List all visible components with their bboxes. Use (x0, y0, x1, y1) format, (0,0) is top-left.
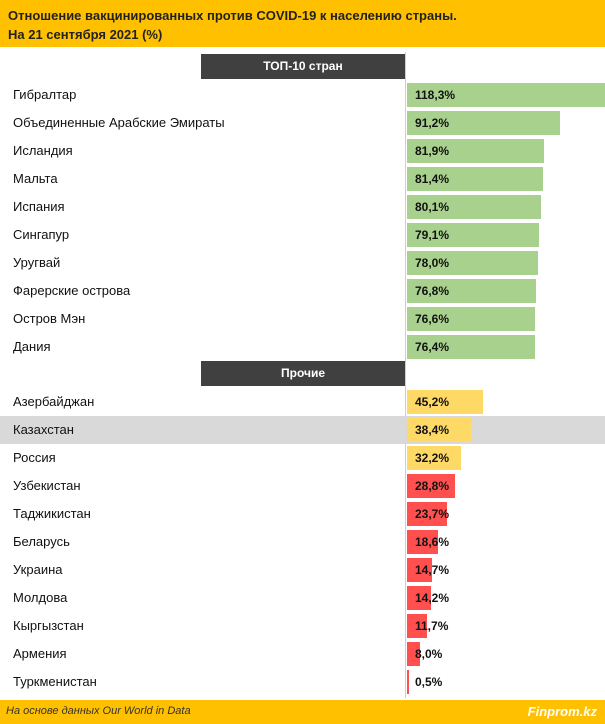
country-label: Туркменистан (13, 674, 97, 689)
value-label: 23,7% (415, 507, 450, 521)
value-label: 45,2% (415, 395, 450, 409)
bar (407, 167, 543, 191)
country-label: Уругвай (13, 255, 61, 270)
bar (407, 307, 535, 331)
bar (407, 195, 541, 219)
value-label: 76,4% (415, 340, 450, 354)
chart-row: Исландия 81,9% (0, 137, 605, 165)
value-label: 118,3% (415, 88, 456, 102)
value-label: 80,1% (415, 200, 450, 214)
bar (407, 558, 432, 582)
value-label: 28,8% (415, 479, 450, 493)
country-label: Таджикистан (13, 506, 91, 521)
chart-row: Молдова 14,2% (0, 584, 605, 612)
bar (407, 111, 560, 135)
bar (407, 642, 420, 666)
country-label: Узбекистан (13, 478, 81, 493)
chart-row: Украина 14,7% (0, 556, 605, 584)
chart-row: Таджикистан 23,7% (0, 500, 605, 528)
bar (407, 446, 461, 470)
bar (407, 335, 535, 359)
value-label: 76,8% (415, 284, 450, 298)
value-label: 14,2% (415, 591, 450, 605)
country-label: Россия (13, 450, 56, 465)
chart-row: Армения 8,0% (0, 640, 605, 668)
country-label: Исландия (13, 143, 73, 158)
chart-row: Гибралтар 118,3% (0, 81, 605, 109)
bar (407, 418, 471, 442)
chart-header: Отношение вакцинированных против COVID-1… (0, 0, 605, 47)
bar (407, 390, 483, 414)
country-label: Фарерские острова (13, 283, 131, 298)
chart-row: Азербайджан 45,2% (0, 388, 605, 416)
bar (407, 474, 455, 498)
chart-row: Мальта 81,4% (0, 165, 605, 193)
country-label: Остров Мэн (13, 311, 86, 326)
bar (407, 502, 447, 526)
chart-row: Объединенные Арабские Эмираты 91,2% (0, 109, 605, 137)
value-label: 81,9% (415, 144, 450, 158)
value-label: 79,1% (415, 228, 450, 242)
chart-footer: На основе данных Our World in Data Finpr… (0, 700, 605, 724)
country-label: Дания (13, 339, 51, 354)
country-label: Молдова (13, 590, 68, 605)
value-label: 91,2% (415, 116, 450, 130)
country-label: Армения (13, 646, 67, 661)
country-label: Гибралтар (13, 87, 77, 102)
bar (407, 251, 538, 275)
section-header: Прочие (201, 361, 405, 386)
country-label: Мальта (13, 171, 58, 186)
bar (407, 530, 438, 554)
value-label: 18,6% (415, 535, 450, 549)
bar (407, 670, 409, 694)
bar (407, 586, 431, 610)
country-label: Беларусь (13, 534, 70, 549)
bar (407, 614, 427, 638)
country-label: Украина (13, 562, 63, 577)
value-label: 8,0% (415, 647, 443, 661)
bar (407, 279, 536, 303)
country-label: Объединенные Арабские Эмираты (13, 115, 225, 130)
country-label: Испания (13, 199, 65, 214)
chart-row: Дания 76,4% (0, 333, 605, 361)
chart-row: Фарерские острова 76,8% (0, 277, 605, 305)
axis-divider (405, 52, 406, 698)
bar (407, 83, 605, 107)
value-label: 11,7% (415, 619, 449, 633)
country-label: Сингапур (13, 227, 70, 242)
bar (407, 223, 539, 247)
chart-row: Испания 80,1% (0, 193, 605, 221)
value-label: 76,6% (415, 312, 450, 326)
source-note: На основе данных Our World in Data (6, 705, 191, 717)
value-label: 38,4% (415, 423, 450, 437)
country-label: Азербайджан (13, 394, 95, 409)
value-label: 78,0% (415, 256, 450, 270)
chart-title: Отношение вакцинированных против COVID-1… (8, 8, 457, 23)
value-label: 14,7% (415, 563, 450, 577)
chart-row: Туркменистан 0,5% (0, 668, 605, 696)
value-label: 81,4% (415, 172, 450, 186)
brand-logo: Finprom.kz (527, 704, 597, 719)
chart-row: Казахстан 38,4% (0, 416, 605, 444)
section-header: ТОП-10 стран (201, 54, 405, 79)
chart-row: Беларусь 18,6% (0, 528, 605, 556)
value-label: 32,2% (415, 451, 450, 465)
chart-row: Узбекистан 28,8% (0, 472, 605, 500)
chart-row: Остров Мэн 76,6% (0, 305, 605, 333)
country-label: Казахстан (13, 422, 74, 437)
value-label: 0,5% (415, 675, 443, 689)
bar (407, 139, 544, 163)
country-label: Кыргызстан (13, 618, 84, 633)
chart-row: Кыргызстан 11,7% (0, 612, 605, 640)
chart-row: Уругвай 78,0% (0, 249, 605, 277)
chart-row: Россия 32,2% (0, 444, 605, 472)
chart-subtitle: На 21 сентября 2021 (%) (8, 27, 163, 42)
chart-row: Сингапур 79,1% (0, 221, 605, 249)
